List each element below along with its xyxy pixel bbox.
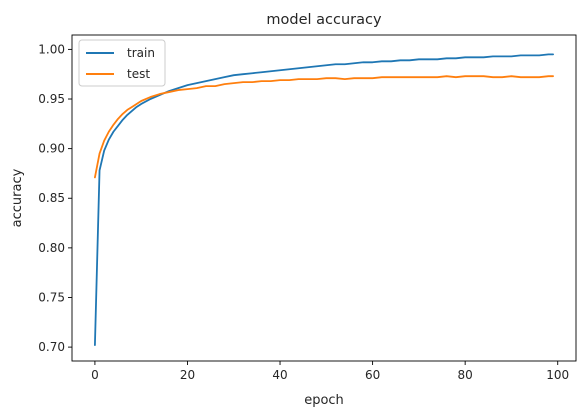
y-axis-label: accuracy [10, 168, 25, 227]
chart-title: model accuracy [266, 12, 382, 28]
y-tick-label: 0.95 [38, 92, 65, 106]
legend-train-label: train [127, 46, 155, 60]
x-axis: 0 20 40 60 80 100 [91, 361, 569, 382]
y-tick-label: 0.85 [38, 191, 65, 205]
x-tick-label: 0 [91, 368, 99, 382]
x-tick-label: 20 [180, 368, 195, 382]
legend-test-label: test [127, 67, 150, 81]
y-tick-label: 0.75 [38, 290, 65, 304]
x-tick-label: 100 [546, 368, 569, 382]
x-tick-label: 80 [458, 368, 473, 382]
y-tick-label: 0.70 [38, 340, 65, 354]
y-axis: 0.70 0.75 0.80 0.85 0.90 0.95 1.00 [38, 42, 72, 354]
series-line-test [94, 75, 554, 179]
y-tick-label: 0.90 [38, 142, 65, 156]
x-tick-label: 60 [365, 368, 380, 382]
x-tick-label: 40 [272, 368, 287, 382]
y-tick-label: 1.00 [38, 42, 65, 56]
series-line-train [94, 53, 554, 347]
x-axis-label: epoch [304, 393, 344, 408]
y-tick-label: 0.80 [38, 241, 65, 255]
legend: train test [78, 39, 166, 87]
series-lines [94, 53, 554, 347]
